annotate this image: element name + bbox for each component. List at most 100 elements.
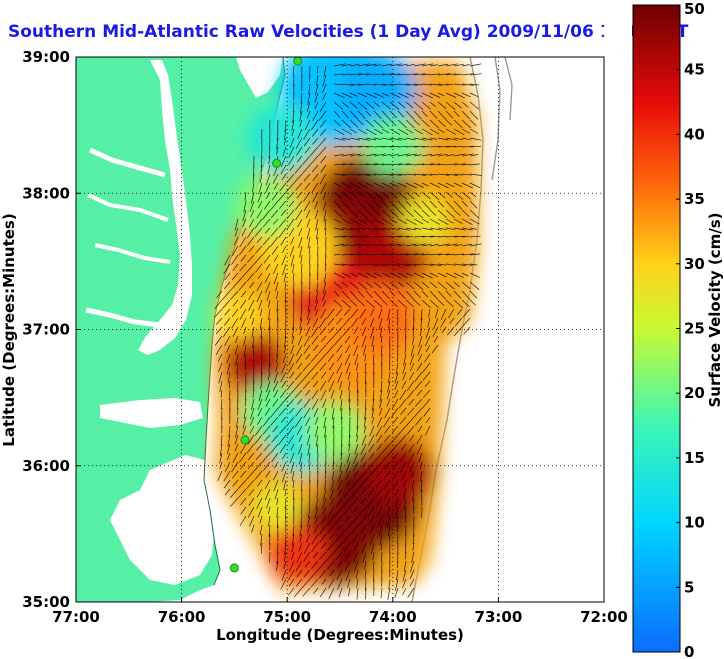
vector-arrow xyxy=(413,407,423,418)
vector-arrow xyxy=(373,290,383,300)
vector-arrow xyxy=(313,344,319,351)
vector-arrow xyxy=(306,218,311,228)
vector-arrow xyxy=(249,515,255,527)
vector-arrow xyxy=(461,299,470,308)
vector-arrow xyxy=(384,488,391,500)
vector-arrow xyxy=(413,218,424,225)
vector-arrow xyxy=(257,407,263,417)
vector-arrow xyxy=(227,452,231,461)
vector-arrow xyxy=(307,515,311,528)
colorbar-tick-label: 20 xyxy=(684,384,705,402)
vector-arrow xyxy=(269,533,271,545)
vector-arrow xyxy=(461,128,470,134)
vector-arrow xyxy=(276,560,279,571)
vector-arrow xyxy=(429,153,442,157)
vector-arrow xyxy=(334,533,343,543)
vector-arrow xyxy=(287,416,295,426)
vector-arrow xyxy=(429,83,442,86)
vector-arrow xyxy=(326,515,335,527)
vector-arrow xyxy=(302,587,311,597)
vector-arrow xyxy=(301,578,311,589)
vector-arrow xyxy=(375,470,383,479)
vector-arrow xyxy=(469,243,482,247)
vector-arrow xyxy=(365,63,377,67)
vector-arrow xyxy=(453,263,466,266)
vector-arrow xyxy=(318,344,327,354)
vector-arrow xyxy=(405,110,415,120)
vector-arrow xyxy=(405,200,412,207)
vector-arrow xyxy=(412,533,415,545)
vector-arrow xyxy=(421,146,430,148)
vector-arrow xyxy=(368,452,375,460)
vector-arrow xyxy=(311,182,319,193)
vector-arrow xyxy=(262,461,271,472)
vector-arrow xyxy=(389,299,399,308)
vector-arrow xyxy=(351,479,359,489)
vector-arrow xyxy=(389,110,397,119)
vector-arrow xyxy=(342,326,351,337)
vector-arrow xyxy=(305,533,311,543)
vector-arrow xyxy=(251,398,255,411)
vector-arrow xyxy=(300,299,303,310)
vector-arrow xyxy=(223,470,231,482)
vector-arrow xyxy=(409,353,415,366)
vector-arrow xyxy=(379,533,383,546)
vector-arrow xyxy=(305,416,311,427)
vector-arrow xyxy=(469,173,482,176)
vector-arrow xyxy=(381,344,383,356)
colorbar-tick-label: 15 xyxy=(684,449,705,467)
vector-arrow xyxy=(373,200,381,208)
vector-arrow xyxy=(308,83,311,95)
vector-arrow xyxy=(240,299,247,309)
vector-arrow xyxy=(365,153,377,157)
vector-arrow xyxy=(323,416,327,429)
vector-arrow xyxy=(315,218,319,231)
vector-arrow xyxy=(349,73,362,76)
vector-arrow xyxy=(271,434,279,443)
vector-arrow xyxy=(408,443,415,453)
vector-arrow xyxy=(239,236,247,248)
vector-arrow xyxy=(270,200,279,211)
vector-arrow xyxy=(297,335,303,346)
vector-arrow xyxy=(437,209,447,218)
vector-arrow xyxy=(373,461,383,471)
vector-arrow xyxy=(237,272,247,283)
vector-arrow xyxy=(319,380,327,391)
vector-arrow xyxy=(299,317,303,329)
vector-arrow xyxy=(445,92,457,98)
vector-arrow xyxy=(397,263,410,266)
vector-arrow xyxy=(234,218,239,231)
vector-arrow xyxy=(279,389,287,399)
vector-arrow xyxy=(453,227,466,231)
vector-arrow xyxy=(286,398,295,408)
vector-arrow xyxy=(314,101,319,110)
vector-arrow xyxy=(248,290,255,300)
vector-arrow xyxy=(271,245,279,255)
vector-arrow xyxy=(306,101,311,112)
vector-arrow xyxy=(266,380,271,393)
vector-arrow xyxy=(384,461,391,469)
vector-arrow xyxy=(325,434,327,444)
vector-arrow xyxy=(421,200,431,210)
vector-arrow xyxy=(329,488,335,500)
colorbar-tick-label: 40 xyxy=(684,125,705,143)
vector-arrow xyxy=(341,153,354,157)
vector-arrow xyxy=(437,227,447,231)
vector-arrow xyxy=(349,272,358,277)
vector-arrow xyxy=(429,263,442,266)
vector-arrow xyxy=(397,551,399,563)
vector-arrow xyxy=(342,524,351,534)
vector-arrow xyxy=(437,263,447,266)
vector-arrow xyxy=(349,182,362,189)
vector-arrow xyxy=(324,218,327,231)
vector-arrow xyxy=(364,569,367,580)
vector-arrow xyxy=(287,380,295,390)
vector-arrow xyxy=(391,470,399,482)
vector-arrow xyxy=(461,153,474,157)
vector-arrow xyxy=(368,488,375,496)
vector-arrow xyxy=(220,398,223,410)
vector-arrow xyxy=(286,173,295,183)
vector-arrow xyxy=(397,524,399,533)
y-tick-label: 36:00 xyxy=(22,457,70,475)
y-tick-label: 39:00 xyxy=(22,48,70,66)
